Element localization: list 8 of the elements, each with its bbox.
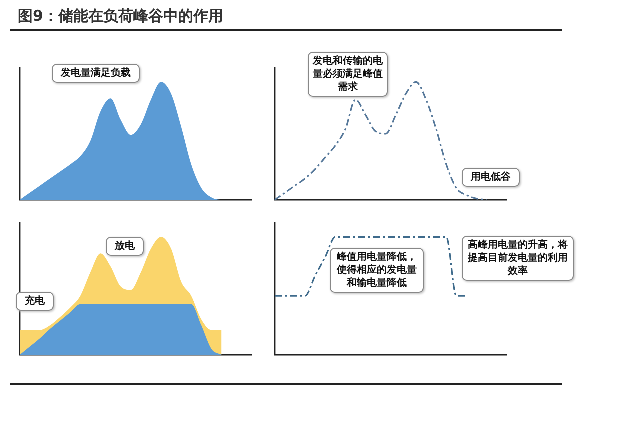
text: 发电量满足负载 [52, 64, 140, 83]
chart-title: 图9：储能在负荷峰谷中的作用 [18, 7, 224, 26]
annotation: 峰值用电量降低，使得相应的发电量和输电量降低 [330, 248, 424, 293]
annotation: 用电低谷 [462, 168, 520, 187]
annotation: 充电 [16, 292, 54, 311]
annotation: 放电 [106, 237, 144, 256]
annotation: 高峰用电量的升高，将提高目前发电量的利用效率 [462, 236, 574, 281]
annotation: 发电和传输的电量必须满足峰值需求 [308, 52, 388, 97]
